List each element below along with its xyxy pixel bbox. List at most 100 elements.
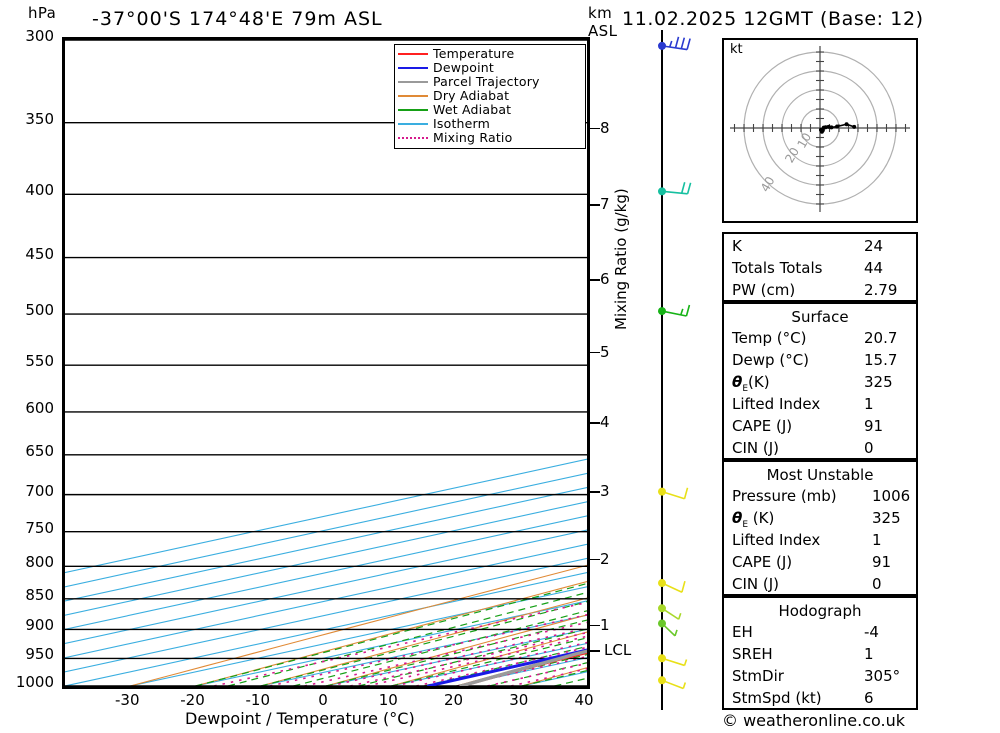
sounding-panel: hPa km ASL -37°00'S 174°48'E 79m ASL 300… [15,4,631,728]
stat-value: 15.7 [864,351,898,369]
pressure-tick-900: 900 [25,616,54,635]
stat-value: 325 [864,373,893,391]
legend-label: Mixing Ratio [433,130,513,145]
copyright-footer: © weatheronline.co.uk [722,711,905,730]
temperature-tick--20: -20 [180,691,205,709]
altitude-tick-8km: 8 [600,118,610,137]
stat-key: Totals Totals [732,259,823,277]
indices-panel: K 24 Totals Totals 44 PW (cm) 2.79 [722,232,918,302]
stat-value: 24 [864,237,884,255]
stat-row: Lifted Index 1 [724,530,916,552]
altitude-tick-2km: 2 [600,549,610,568]
pressure-tick-350: 350 [25,109,54,128]
stat-row: θE (K) 325 [724,508,916,530]
legend-item-parcel-trajectory: Parcel Trajectory [398,75,582,89]
legend-swatch-2 [398,81,428,83]
temperature-tick-0: 0 [318,691,328,709]
hodograph-stats-panel: Hodograph EH -4 SREH 1 StmDir 305° StmSpd (kt) 6 [722,596,918,710]
stat-value: 1 [872,531,882,549]
altitude-tickmark [590,624,600,627]
legend-label: Temperature [433,46,515,61]
pressure-tick-500: 500 [25,301,54,320]
legend-item-mixing-ratio: Mixing Ratio [398,131,582,145]
stat-value: -4 [864,623,879,641]
hodograph-plot: 10 20 40 [722,38,918,223]
stat-value: 1 [864,645,874,663]
svg-text:40: 40 [758,174,778,194]
stat-key: StmDir [732,667,784,685]
pressure-tick-700: 700 [25,481,54,500]
legend-item-isotherm: Isotherm [398,117,582,131]
altitude-tickmark [590,204,600,206]
wind-barb [658,604,682,620]
stat-row: PW (cm) 2.79 [724,280,916,302]
legend-item-wet-adiabat: Wet Adiabat [398,103,582,117]
legend-swatch-0 [398,53,428,55]
legend-label: Isotherm [433,116,491,131]
pressure-unit-label: hPa [28,4,57,22]
altitude-tickmark [590,127,600,130]
asl-unit-label: ASL [588,22,618,40]
stat-row: CIN (J) 0 [724,574,916,596]
pressure-tick-950: 950 [25,645,54,664]
most-unstable-panel: Most Unstable Pressure (mb) 1006 θE (K) 325 L… [722,460,918,596]
stat-row: Totals Totals 44 [724,258,916,280]
pressure-tick-400: 400 [25,181,54,200]
temperature-tick--10: -10 [245,691,271,709]
stat-key: CIN (J) [732,439,780,457]
stat-value: 0 [872,575,882,593]
legend-label: Wet Adiabat [433,102,512,117]
forecast-datetime: 11.02.2025 12GMT (Base: 12) [622,8,924,30]
most-unstable-heading: Most Unstable [766,466,874,484]
stat-row: Lifted Index 1 [724,394,916,416]
stat-key: Dewp (°C) [732,351,810,369]
pressure-tick-800: 800 [25,553,54,572]
altitude-tick-5km: 5 [600,342,610,361]
altitude-tick-4km: 4 [600,413,610,432]
pressure-tick-600: 600 [25,398,54,417]
pressure-tick-300: 300 [25,27,54,45]
stat-key: K [732,237,742,255]
stat-key: Pressure (mb) [732,487,837,505]
page-title: -37°00'S 174°48'E 79m ASL [92,8,383,30]
wind-barb [658,182,692,196]
pressure-tick-1000: 1000 [15,673,54,691]
stat-value: 6 [864,689,874,707]
stat-key: PW (cm) [732,281,796,299]
stat-value: 20.7 [864,329,898,347]
stat-value: 44 [864,259,884,277]
stat-value: 305° [864,667,901,685]
stat-value: 0 [864,439,874,457]
surface-heading: Surface [791,308,849,326]
stat-key: θE (K) [732,509,775,530]
wind-barb [658,304,691,317]
altitude-tickmark [590,351,600,354]
legend-item-dry-adiabat: Dry Adiabat [398,89,582,103]
legend: Temperature Dewpoint Parcel Trajectory Dry … [394,44,586,149]
stat-row: CAPE (J) 91 [724,552,916,574]
hodograph-heading: Hodograph [778,602,862,620]
temperature-tick-30: 30 [509,691,529,709]
stat-row: Pressure (mb) 1006 [724,486,916,508]
stat-value: 325 [872,509,901,527]
skewt-svg [65,40,587,686]
legend-label: Dewpoint [433,60,495,75]
wind-barb [658,619,678,637]
temperature-tick-20: 20 [443,691,464,709]
stat-key: StmSpd (kt) [732,689,822,707]
pressure-tick-550: 550 [25,352,54,371]
legend-swatch-4 [398,109,428,111]
pressure-tick-650: 650 [25,441,54,460]
x-axis-label: Dewpoint / Temperature (°C) [185,709,415,728]
wind-barb [658,654,688,667]
stat-key: Lifted Index [732,395,821,413]
pressure-tick-450: 450 [25,244,54,263]
altitude-tickmark [590,422,600,424]
stat-key: Lifted Index [732,531,821,549]
stat-value: 91 [864,417,884,435]
wind-barb [658,487,689,500]
temperature-tick--30: -30 [115,691,140,709]
stat-key: SREH [732,645,773,663]
legend-swatch-3 [398,95,428,97]
